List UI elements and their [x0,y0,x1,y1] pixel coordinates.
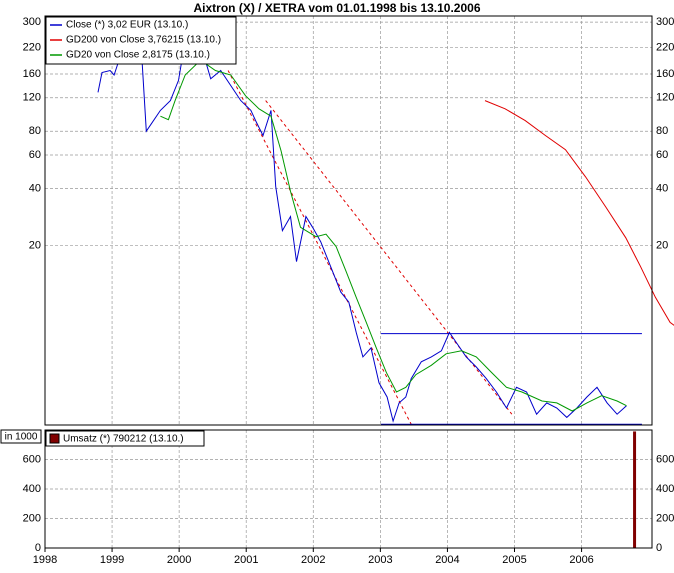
y-tick-label-right: 400 [656,483,674,495]
y-tick-label: 20 [29,240,41,252]
y-tick-label-right: 80 [656,125,668,137]
chart-title: Aixtron (X) / XETRA vom 01.01.1998 bis 1… [193,1,480,15]
bar [633,431,637,548]
legend-swatch [49,433,60,444]
x-tick-label: 2002 [301,554,325,566]
plot-frame [44,15,653,426]
x-tick-label: 2004 [435,554,459,566]
y-tick-label-right: 220 [656,42,674,54]
x-tick-label: 2001 [234,554,258,566]
y-tick-label: 80 [29,125,41,137]
legend-label: GD200 von Close 3,76215 (13.10.) [66,35,221,46]
y-tick-label-right: 160 [656,68,674,80]
y-label-box [0,429,42,444]
y-tick-label-right: 20 [656,240,668,252]
y-tick-label: 600 [23,453,41,465]
legend-label: Close (*) 3,02 EUR (13.10.) [66,20,188,31]
y-tick-label: 0 [35,542,41,554]
y-tick-label: 400 [23,483,41,495]
annotation-line [227,70,412,425]
y-tick-label-right: 40 [656,182,668,194]
x-tick-label: 2005 [502,554,526,566]
x-tick-label: 2003 [368,554,392,566]
y-tick-label: 60 [29,149,41,161]
plot-frame [44,429,653,549]
x-tick-label: 1999 [100,554,124,566]
x-tick-label: 2000 [167,554,191,566]
x-tick-label: 1998 [33,554,57,566]
y-tick-label: 160 [23,68,41,80]
legend-label: GD20 von Close 2,8175 (13.10.) [66,50,210,61]
legend-label: Umsatz (*) 790212 (13.10.) [63,434,184,445]
y-tick-label: 40 [29,182,41,194]
y-tick-label-right: 600 [656,453,674,465]
series-line [97,29,627,423]
legend-box [45,16,237,65]
series-line [160,59,627,412]
y-tick-label: 300 [23,16,41,28]
y-tick-label-right: 0 [656,542,662,554]
y-tick-label: 120 [23,92,41,104]
x-tick-label: 2006 [569,554,593,566]
y-tick-label-right: 200 [656,512,674,524]
legend-box [45,430,205,447]
y-tick-label: 200 [23,512,41,524]
y-tick-label-right: 60 [656,149,668,161]
plot-area [45,16,652,425]
y-tick-label: 220 [23,42,41,54]
y-axis-label: in 1000 [5,432,38,443]
y-tick-label-right: 300 [656,16,674,28]
y-tick-label-right: 120 [656,92,674,104]
series-line [484,100,674,326]
